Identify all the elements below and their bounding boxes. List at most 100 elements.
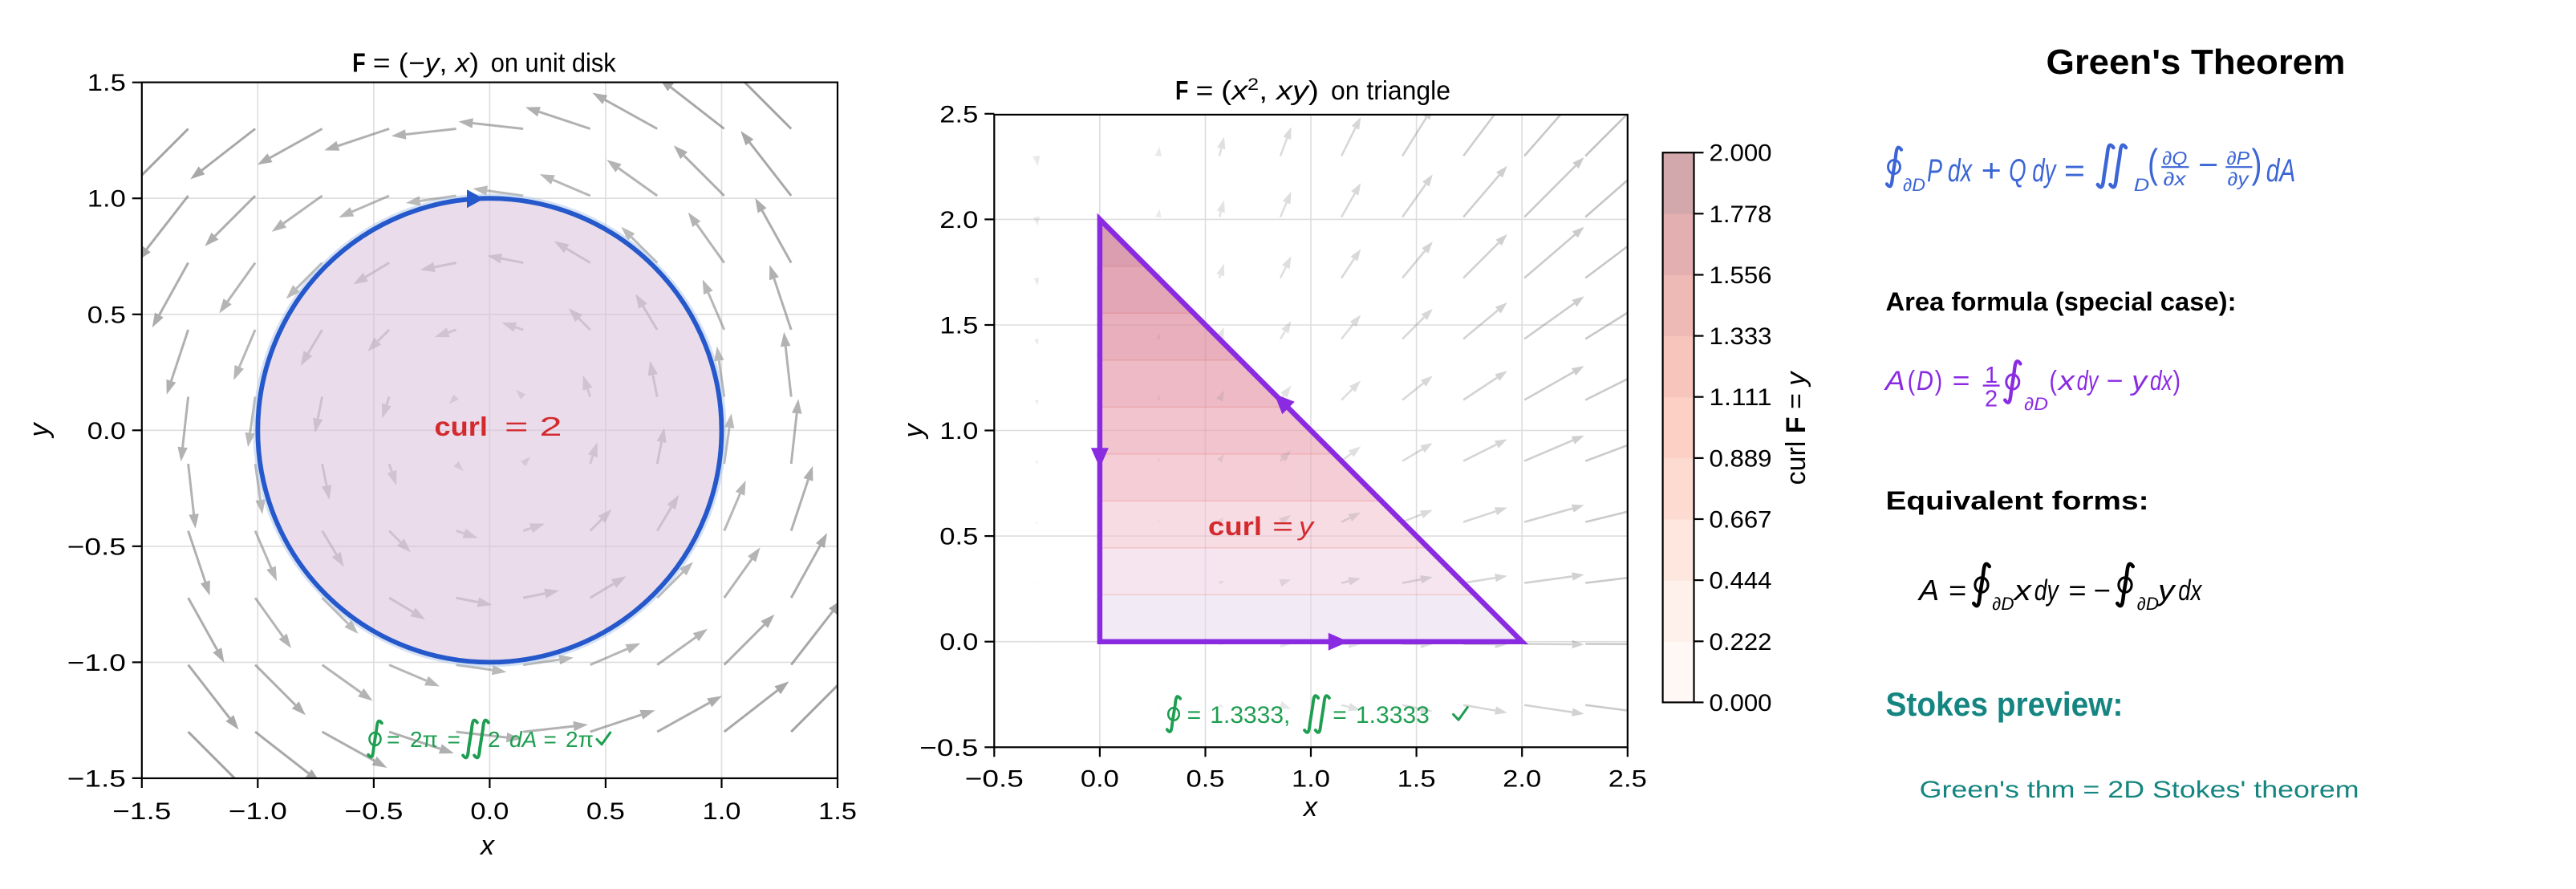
svg-text:1.3333,: 1.3333,	[1210, 702, 1290, 729]
svg-text:Q dy: Q dy	[2009, 153, 2057, 189]
svg-text:0.5: 0.5	[939, 524, 978, 550]
svg-text:1.111: 1.111	[1710, 384, 1772, 411]
svg-text:F: F	[352, 47, 365, 77]
svg-text:1.5: 1.5	[818, 798, 857, 825]
svg-text:x: x	[1302, 792, 1318, 822]
svg-text:dA: dA	[2266, 153, 2296, 189]
svg-text:F: F	[1175, 75, 1188, 105]
svg-text:∂D: ∂D	[2137, 594, 2159, 614]
svg-text:=: =	[387, 727, 400, 752]
svg-text:=: =	[1949, 574, 1966, 607]
svg-text:0.0: 0.0	[87, 418, 126, 444]
svg-text:0.5: 0.5	[1187, 765, 1225, 792]
svg-text:A: A	[1884, 366, 1905, 396]
svg-text:=: =	[544, 727, 557, 752]
svg-text:−0.5: −0.5	[344, 798, 403, 825]
svg-text:∂P: ∂P	[2227, 148, 2250, 168]
svg-text:y: y	[24, 422, 55, 439]
svg-text:−1.5: −1.5	[112, 798, 171, 825]
svg-text:1.0: 1.0	[703, 798, 741, 825]
svg-text:0.0: 0.0	[1081, 765, 1119, 792]
svg-text:): )	[2252, 141, 2262, 186]
svg-text:0.0: 0.0	[470, 798, 509, 825]
svg-text:=: =	[1187, 702, 1202, 729]
svg-text:1.778: 1.778	[1710, 201, 1772, 228]
svg-text:∂D: ∂D	[2024, 394, 2048, 414]
svg-text:2.0: 2.0	[1503, 765, 1541, 792]
svg-text:2.000: 2.000	[1710, 140, 1772, 167]
svg-text:1.5: 1.5	[1398, 765, 1436, 792]
svg-text:): )	[2173, 366, 2181, 396]
svg-text:2π: 2π	[566, 727, 594, 752]
svg-text:on triangle: on triangle	[1331, 75, 1450, 105]
svg-text:x: x	[479, 830, 495, 861]
svg-text:1.0: 1.0	[87, 186, 126, 213]
svg-text:dx: dx	[2178, 574, 2203, 607]
svg-text:∂Q: ∂Q	[2162, 148, 2187, 168]
svg-text:0.0: 0.0	[939, 629, 978, 656]
svg-text:=: =	[448, 727, 460, 752]
svg-text:curl: curl	[1208, 512, 1262, 541]
svg-text:=: =	[1272, 512, 1293, 541]
svg-text:−1.0: −1.0	[229, 798, 287, 825]
svg-text:2π: 2π	[410, 727, 438, 752]
svg-text:−1.5: −1.5	[67, 765, 126, 792]
svg-text:y: y	[2130, 366, 2148, 396]
svg-text:=: =	[1953, 366, 1970, 396]
svg-text:0.5: 0.5	[87, 302, 126, 328]
svg-text:+: +	[1982, 153, 2002, 189]
svg-text:−1.0: −1.0	[67, 650, 126, 676]
svg-text:−0.5: −0.5	[965, 765, 1024, 792]
svg-text:Equivalent forms:: Equivalent forms:	[1886, 486, 2149, 515]
svg-text:−: −	[2094, 574, 2111, 607]
svg-text:D: D	[1917, 366, 1933, 396]
svg-text:1.5: 1.5	[87, 70, 126, 96]
svg-text:∂y: ∂y	[2228, 168, 2250, 189]
svg-text:(−y, x): (−y, x)	[399, 47, 479, 77]
svg-text:∂x: ∂x	[2164, 168, 2188, 189]
svg-text:0.667: 0.667	[1710, 507, 1772, 534]
svg-text:= 2: = 2	[505, 412, 562, 441]
svg-text:(x2, xy): (x2, xy)	[1221, 75, 1319, 105]
svg-text:2: 2	[488, 727, 501, 752]
svg-text:curl F = y: curl F = y	[1781, 371, 1811, 485]
svg-text:x: x	[2057, 366, 2075, 396]
svg-text:(: (	[2049, 366, 2057, 396]
svg-text:1.3333: 1.3333	[1356, 702, 1430, 729]
svg-text:0.222: 0.222	[1710, 629, 1772, 656]
svg-text:y: y	[1297, 512, 1316, 541]
svg-text:=: =	[373, 47, 391, 77]
svg-text:dy: dy	[2034, 574, 2060, 607]
svg-text:Stokes preview:: Stokes preview:	[1886, 685, 2124, 723]
svg-text:dA: dA	[509, 727, 537, 752]
svg-text:2.5: 2.5	[1608, 765, 1647, 792]
svg-text:(: (	[1908, 366, 1916, 396]
svg-text:−0.5: −0.5	[67, 534, 126, 560]
svg-text:=: =	[2068, 574, 2086, 607]
svg-text:2: 2	[1985, 387, 1998, 412]
svg-text:1.0: 1.0	[939, 418, 978, 444]
svg-text:dy: dy	[2077, 366, 2099, 396]
svg-text:y: y	[899, 423, 929, 440]
svg-text:1.5: 1.5	[939, 313, 978, 339]
svg-text:1.0: 1.0	[1292, 765, 1330, 792]
svg-text:1: 1	[1985, 363, 1998, 388]
svg-text:−0.5: −0.5	[919, 735, 978, 761]
svg-text:Green's thm = 2D Stokes' theor: Green's thm = 2D Stokes' theorem	[1920, 777, 2359, 803]
svg-text:0.5: 0.5	[586, 798, 625, 825]
svg-text:2.5: 2.5	[939, 101, 978, 128]
svg-text:0.444: 0.444	[1710, 568, 1772, 595]
svg-text:=: =	[1333, 702, 1347, 729]
svg-text:0.889: 0.889	[1710, 445, 1772, 472]
svg-text:1.333: 1.333	[1710, 323, 1772, 350]
svg-text:): )	[1935, 366, 1943, 396]
svg-text:0.000: 0.000	[1710, 690, 1772, 716]
svg-text:curl: curl	[435, 412, 488, 441]
svg-text:∂D: ∂D	[1903, 175, 1925, 195]
svg-text:=: =	[2064, 153, 2085, 189]
svg-text:2.0: 2.0	[939, 207, 978, 233]
svg-text:Area formula (special case):: Area formula (special case):	[1886, 287, 2237, 316]
svg-text:(: (	[2148, 141, 2158, 186]
svg-text:−: −	[2198, 148, 2218, 183]
svg-text:1.556: 1.556	[1710, 262, 1772, 289]
